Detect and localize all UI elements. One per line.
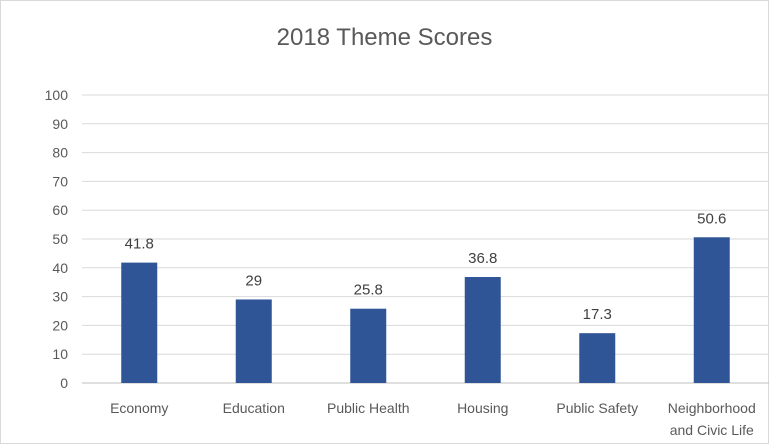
bar <box>121 262 158 383</box>
y-tick-label: 10 <box>52 346 68 362</box>
bar <box>235 299 272 383</box>
bar <box>464 277 501 383</box>
x-tick-label: Public Safety <box>556 400 638 416</box>
y-tick-label: 80 <box>52 145 68 161</box>
y-tick-label: 50 <box>52 231 68 247</box>
y-tick-label: 30 <box>52 289 68 305</box>
y-tick-label: 0 <box>60 375 68 391</box>
bar <box>350 308 387 383</box>
y-tick-label: 20 <box>52 317 68 333</box>
bar <box>579 333 616 383</box>
x-tick-label: and Civic Life <box>670 422 754 438</box>
y-tick-label: 40 <box>52 260 68 276</box>
data-label: 25.8 <box>354 282 383 299</box>
y-tick-label: 90 <box>52 116 68 132</box>
data-label: 36.8 <box>468 250 497 267</box>
x-tick-label: Public Health <box>327 400 410 416</box>
x-tick-label: Economy <box>110 400 168 416</box>
data-label: 17.3 <box>583 306 612 323</box>
data-label: 50.6 <box>697 210 726 227</box>
x-tick-label: Housing <box>457 400 508 416</box>
data-label: 41.8 <box>125 236 154 253</box>
chart-title: 2018 Theme Scores <box>276 24 493 51</box>
bar <box>693 237 730 383</box>
data-label: 29 <box>245 272 262 289</box>
y-tick-label: 60 <box>52 202 68 218</box>
x-tick-label: Education <box>223 400 285 416</box>
y-tick-label: 70 <box>52 173 68 189</box>
x-tick-label: Neighborhood <box>668 400 756 416</box>
y-tick-label: 100 <box>45 87 69 103</box>
